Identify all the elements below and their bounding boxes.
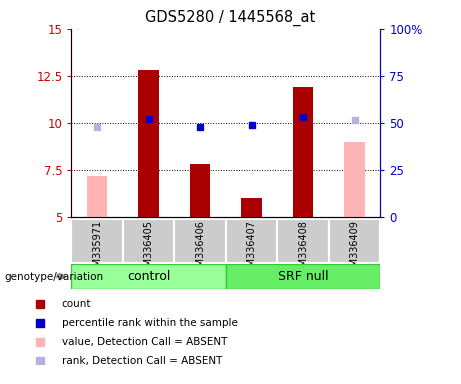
Text: rank, Detection Call = ABSENT: rank, Detection Call = ABSENT bbox=[62, 356, 222, 366]
Bar bbox=[87, 175, 107, 217]
Text: GSM335971: GSM335971 bbox=[92, 220, 102, 279]
Bar bbox=[226, 219, 278, 263]
Bar bbox=[123, 219, 174, 263]
Text: GSM336405: GSM336405 bbox=[144, 220, 154, 279]
Text: GSM336409: GSM336409 bbox=[349, 220, 360, 279]
Text: GDS5280 / 1445568_at: GDS5280 / 1445568_at bbox=[145, 10, 316, 26]
Text: count: count bbox=[62, 299, 91, 309]
Text: GSM336406: GSM336406 bbox=[195, 220, 205, 279]
Bar bbox=[190, 164, 211, 217]
Bar bbox=[344, 142, 365, 217]
Text: control: control bbox=[127, 270, 171, 283]
Bar bbox=[71, 219, 123, 263]
Bar bbox=[278, 219, 329, 263]
Text: value, Detection Call = ABSENT: value, Detection Call = ABSENT bbox=[62, 337, 227, 347]
Text: GSM336408: GSM336408 bbox=[298, 220, 308, 279]
Text: GSM336407: GSM336407 bbox=[247, 220, 257, 279]
Text: percentile rank within the sample: percentile rank within the sample bbox=[62, 318, 237, 328]
Text: SRF null: SRF null bbox=[278, 270, 328, 283]
Bar bbox=[329, 219, 380, 263]
Bar bbox=[226, 264, 380, 289]
Bar bbox=[138, 70, 159, 217]
Bar bbox=[242, 198, 262, 217]
Bar bbox=[71, 264, 226, 289]
Text: genotype/variation: genotype/variation bbox=[5, 271, 104, 282]
Bar bbox=[174, 219, 226, 263]
Bar bbox=[293, 87, 313, 217]
